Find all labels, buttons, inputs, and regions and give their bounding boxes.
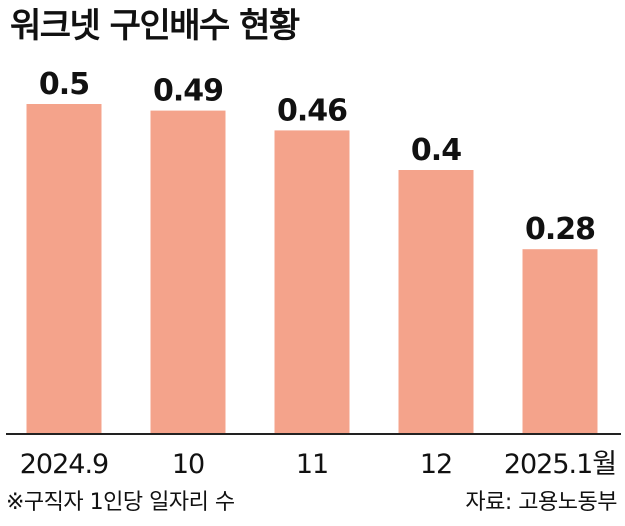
bar-2 — [274, 130, 350, 434]
value-label-3: 0.4 — [411, 133, 461, 168]
tick-labels-layer: 2024.9 10 11 12 2025.1월 — [20, 449, 617, 480]
value-label-1: 0.49 — [153, 74, 223, 109]
x-tick-label-3: 12 — [420, 449, 452, 480]
x-tick-label-2: 11 — [296, 449, 328, 480]
value-label-4: 0.28 — [525, 212, 595, 247]
x-tick-label-1: 10 — [172, 449, 204, 480]
bar-4 — [522, 249, 598, 434]
footnote: ※구직자 1인당 일자리 수 — [6, 490, 235, 515]
x-tick-label-0: 2024.9 — [20, 449, 108, 480]
bars-layer — [26, 104, 598, 434]
source-note: 자료: 고용노동부 — [465, 490, 617, 515]
value-labels-layer: 0.5 0.49 0.46 0.4 0.28 — [39, 67, 596, 247]
bar-3 — [398, 170, 474, 434]
chart-title: 워크넷 구인배수 현황 — [10, 6, 300, 46]
x-tick-label-4: 2025.1월 — [504, 449, 616, 480]
bar-0 — [26, 104, 102, 434]
value-label-0: 0.5 — [39, 67, 89, 102]
bar-1 — [150, 110, 226, 434]
value-label-2: 0.46 — [277, 93, 347, 128]
